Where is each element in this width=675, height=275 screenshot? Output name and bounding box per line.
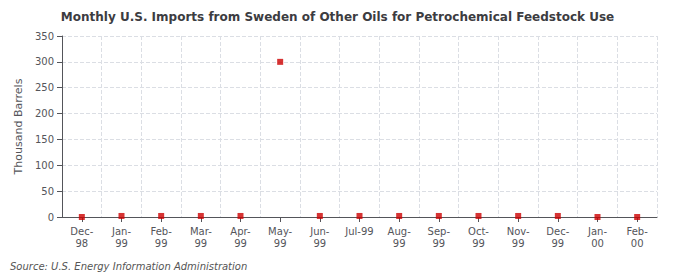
- svg-text:99: 99: [432, 238, 445, 249]
- svg-text:Jul-99: Jul-99: [344, 226, 373, 237]
- svg-text:98: 98: [75, 238, 88, 249]
- svg-text:99: 99: [551, 238, 564, 249]
- svg-text:99: 99: [274, 238, 287, 249]
- svg-text:99: 99: [194, 238, 207, 249]
- svg-text:0: 0: [48, 212, 54, 223]
- svg-text:300: 300: [35, 56, 54, 67]
- svg-text:150: 150: [35, 134, 54, 145]
- svg-text:100: 100: [35, 160, 54, 171]
- svg-text:Jun-: Jun-: [309, 226, 330, 237]
- svg-text:Dec-: Dec-: [546, 226, 569, 237]
- svg-text:99: 99: [472, 238, 485, 249]
- svg-text:99: 99: [155, 238, 168, 249]
- svg-text:250: 250: [35, 82, 54, 93]
- svg-text:Dec-: Dec-: [70, 226, 93, 237]
- svg-text:Aug-: Aug-: [388, 226, 412, 237]
- svg-text:Thousand Barrels: Thousand Barrels: [12, 78, 25, 175]
- svg-text:00: 00: [631, 238, 644, 249]
- svg-text:Mar-: Mar-: [190, 226, 212, 237]
- svg-text:Oct-: Oct-: [468, 226, 489, 237]
- svg-text:00: 00: [591, 238, 604, 249]
- svg-text:Apr-: Apr-: [230, 226, 251, 237]
- svg-text:Sep-: Sep-: [428, 226, 451, 237]
- svg-text:99: 99: [234, 238, 247, 249]
- svg-text:99: 99: [313, 238, 326, 249]
- svg-text:99: 99: [393, 238, 406, 249]
- svg-text:350: 350: [35, 31, 54, 42]
- svg-text:Source: U.S. Energy Informatio: Source: U.S. Energy Information Administ…: [10, 261, 247, 272]
- svg-text:Monthly U.S. Imports from Swed: Monthly U.S. Imports from Sweden of Othe…: [61, 10, 614, 24]
- svg-text:Feb-: Feb-: [627, 226, 649, 237]
- svg-text:Feb-: Feb-: [151, 226, 173, 237]
- svg-text:May-: May-: [268, 226, 292, 237]
- svg-text:99: 99: [115, 238, 128, 249]
- svg-text:Jan-: Jan-: [111, 226, 131, 237]
- svg-text:Jan-: Jan-: [587, 226, 607, 237]
- svg-text:50: 50: [41, 186, 54, 197]
- svg-text:99: 99: [512, 238, 525, 249]
- svg-text:Nov-: Nov-: [507, 226, 530, 237]
- svg-text:200: 200: [35, 108, 54, 119]
